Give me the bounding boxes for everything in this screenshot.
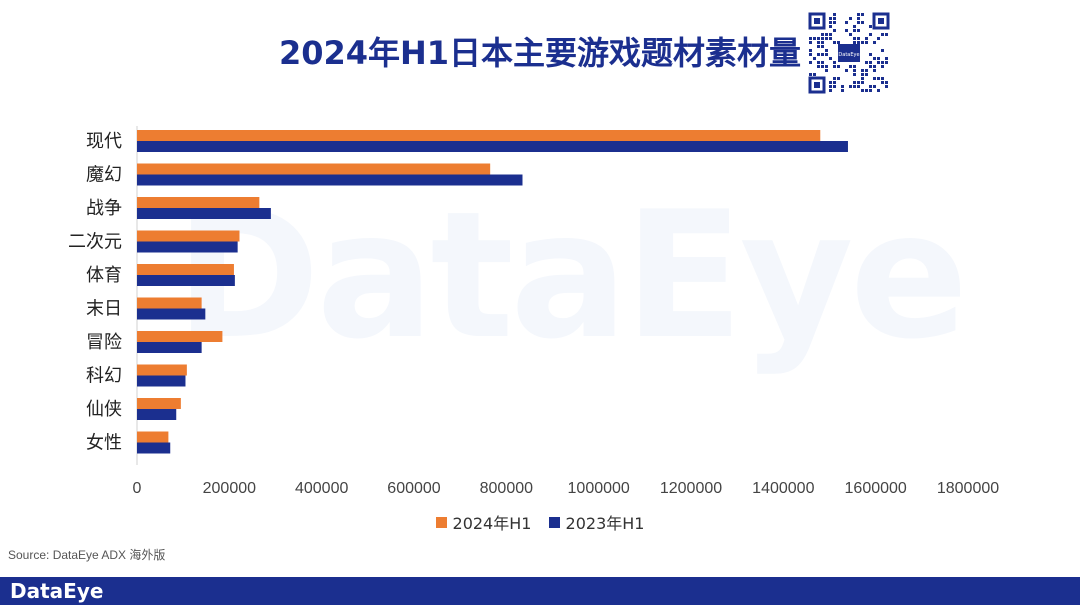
legend-item-2024: 2024年H1 — [435, 510, 532, 534]
x-tick-label: 1200000 — [660, 480, 722, 497]
x-tick-label: 1400000 — [752, 480, 814, 497]
qr-center-label: DataEye — [838, 52, 859, 58]
source-note: Source: DataEye ADX 海外版 — [8, 548, 166, 562]
legend-swatch-2024 — [435, 516, 447, 528]
bar-2024 — [137, 264, 234, 275]
legend-label-2024: 2024年H1 — [452, 514, 532, 533]
bar-2024 — [137, 163, 491, 175]
bar-2023 — [137, 241, 238, 253]
legend-label-2023: 2023年H1 — [565, 514, 645, 533]
legend-swatch-2023 — [548, 516, 560, 528]
bar-2023 — [137, 375, 186, 387]
bar-2024 — [137, 431, 169, 443]
bar-2024 — [137, 230, 240, 242]
chart-title: 2024年H1日本主要游戏题材素材量 — [278, 34, 802, 72]
bar-2024 — [137, 130, 821, 141]
bar-2023 — [137, 174, 523, 186]
bar-2023 — [137, 409, 177, 420]
bar-2024 — [137, 197, 260, 208]
bar-2023 — [137, 342, 202, 353]
x-tick-label: 1000000 — [568, 480, 630, 497]
category-label: 魔幻 — [86, 165, 122, 186]
category-label: 女性 — [86, 433, 122, 454]
category-label: 二次元 — [68, 232, 122, 253]
category-label: 科幻 — [86, 366, 122, 387]
bar-2023 — [137, 208, 271, 219]
category-label: 仙侠 — [86, 399, 122, 420]
category-label: 战争 — [86, 198, 122, 219]
bar-2023 — [137, 308, 206, 320]
x-tick-label: 0 — [133, 480, 142, 497]
bar-2023 — [137, 275, 235, 286]
bar-2024 — [137, 364, 187, 376]
x-tick-label: 800000 — [480, 480, 533, 497]
footer-bar: DataEye — [0, 577, 1080, 605]
x-tick-label: 400000 — [295, 480, 348, 497]
x-tick-label: 200000 — [203, 480, 256, 497]
category-label: 现代 — [86, 131, 122, 152]
legend-item-2023: 2023年H1 — [548, 510, 645, 534]
bar-2023 — [137, 141, 848, 152]
x-tick-label: 1600000 — [845, 480, 907, 497]
bar-2024 — [137, 398, 181, 409]
bar-2024 — [137, 297, 202, 309]
category-label: 体育 — [86, 265, 122, 286]
watermark-text: DataEye — [175, 175, 968, 378]
category-label: 末日 — [86, 299, 122, 320]
bar-2024 — [137, 331, 223, 342]
bar-2023 — [137, 442, 171, 454]
x-tick-label: 600000 — [387, 480, 440, 497]
x-tick-label: 1800000 — [937, 480, 999, 497]
qr-code-icon: DataEye — [808, 12, 890, 94]
legend: 2024年H1 2023年H1 — [0, 510, 1080, 534]
footer-logo: DataEye — [10, 579, 104, 603]
category-label: 冒险 — [86, 332, 122, 353]
